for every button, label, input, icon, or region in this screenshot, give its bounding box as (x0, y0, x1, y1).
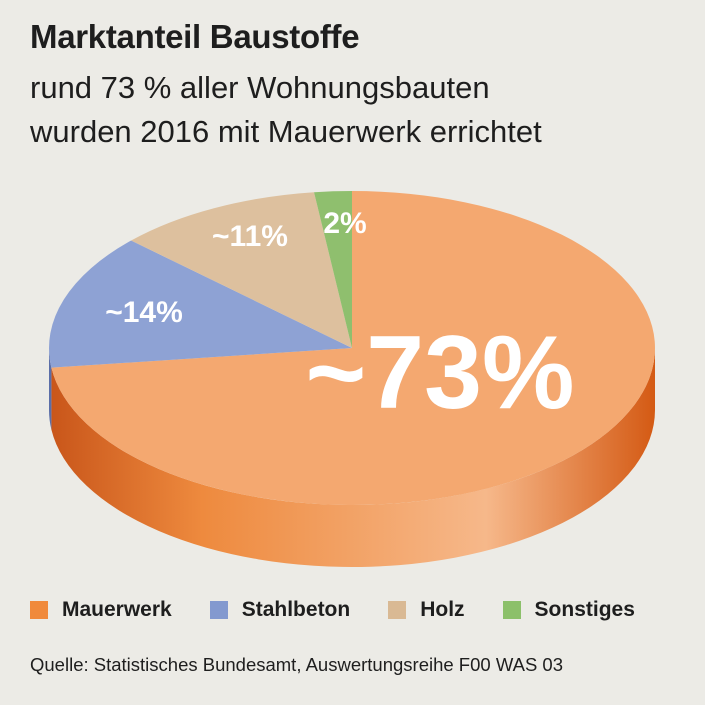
pie-side-mauerwerk (51, 348, 655, 567)
legend-label-stahlbeton: Stahlbeton (241, 598, 351, 621)
legend-swatch-mauerwerk (30, 601, 48, 619)
pie-label-holz: ~11% (212, 220, 288, 253)
pie-labels: ~73% ~14% ~11% 2% (105, 207, 574, 431)
legend-item-holz: Holz (388, 598, 465, 622)
subtitle-line-1: rund 73 % aller Wohnungsbauten (30, 70, 490, 105)
pie-slice-holz (131, 192, 352, 348)
legend-swatch-stahlbeton (209, 601, 228, 619)
legend: Mauerwerk Stahlbeton Holz Sonstiges (30, 598, 635, 622)
subtitle-line-2: wurden 2016 mit Mauerwerk errichtet (30, 114, 542, 149)
pie-label-stahlbeton: ~14% (105, 296, 183, 329)
pie-slice-stahlbeton (49, 240, 353, 368)
pie-side-stahlbeton (49, 348, 52, 430)
legend-item-mauerwerk: Mauerwerk (30, 598, 172, 622)
pie-slice-sonstiges (314, 191, 352, 348)
chart-subtitle: rund 73 % aller Wohnungsbauten wurden 20… (30, 66, 542, 154)
pie-label-sonstiges: 2% (323, 207, 366, 240)
chart-title: Marktanteil Baustoffe (30, 18, 360, 55)
pie-slice-mauerwerk (51, 190, 656, 505)
pie-side-wall (49, 348, 655, 567)
legend-item-sonstiges: Sonstiges (502, 598, 635, 622)
pie-top (49, 190, 656, 505)
legend-swatch-holz (388, 601, 407, 619)
legend-label-sonstiges: Sonstiges (534, 598, 635, 621)
legend-item-stahlbeton: Stahlbeton (209, 598, 351, 622)
source-note: Quelle: Statistisches Bundesamt, Auswert… (30, 654, 563, 675)
pie-label-mauerwerk: ~73% (306, 315, 575, 431)
legend-swatch-sonstiges (502, 601, 521, 619)
legend-label-mauerwerk: Mauerwerk (62, 598, 172, 621)
legend-label-holz: Holz (420, 598, 465, 621)
